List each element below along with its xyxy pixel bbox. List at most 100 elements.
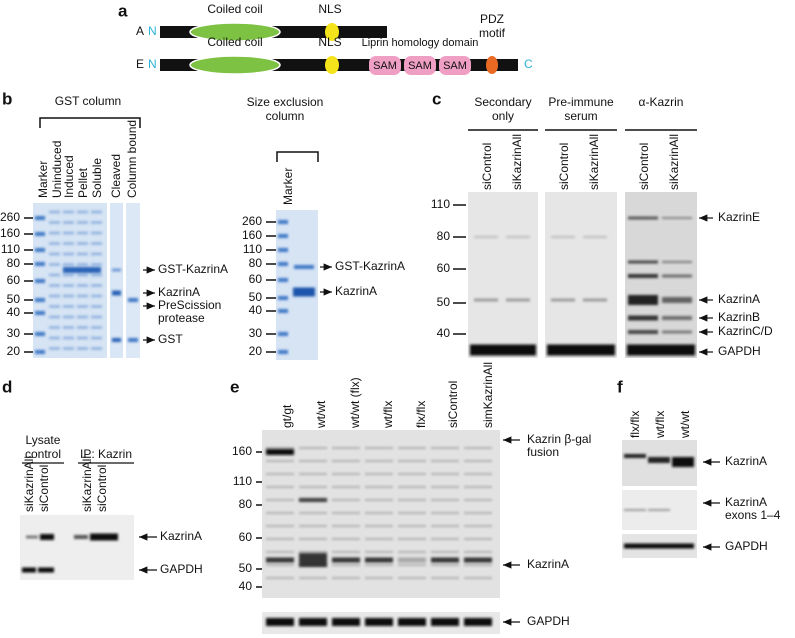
gel-band (662, 261, 692, 263)
gel-band (90, 533, 118, 541)
gel-band (464, 551, 492, 553)
gel-band (49, 347, 60, 350)
gel-band (431, 512, 459, 514)
gel-band (91, 221, 102, 224)
gel-band (628, 330, 658, 334)
gel-band (77, 305, 88, 308)
lane-label: Uninduced (50, 141, 64, 198)
gel-band (266, 551, 294, 553)
band-label: KazrinB (718, 310, 760, 324)
gel-band (49, 263, 60, 266)
bracket (39, 117, 141, 128)
mw-label: 110 (243, 242, 262, 256)
lane-label: wt/flx (653, 411, 667, 439)
mw-label: 20 (249, 344, 263, 358)
band-label: Kazrin β-gal (527, 432, 591, 446)
gel-band (506, 236, 530, 238)
band-label: KazrinA (527, 557, 569, 571)
gel-band (648, 457, 670, 463)
gel-band (332, 499, 360, 501)
gel-band (464, 499, 492, 501)
domain-label: SAM (373, 60, 397, 72)
gel-band (464, 460, 492, 462)
gel-band (431, 577, 459, 579)
gel-band (294, 265, 314, 269)
gel-band (398, 499, 426, 501)
group-title: serum (564, 109, 597, 123)
gel-band (63, 305, 74, 308)
gel-band (63, 231, 74, 235)
gel-band (91, 326, 102, 329)
band-label: KazrinA (725, 495, 767, 509)
gel-band (77, 252, 88, 256)
band-label: protease (158, 311, 205, 325)
band-label: GST (158, 332, 183, 346)
gel-band (398, 538, 426, 540)
gel-band (63, 326, 74, 329)
lane-label: siControl (95, 465, 109, 512)
gel-band (365, 473, 393, 475)
gel-band (266, 618, 294, 626)
gel-band (299, 498, 327, 502)
band-label: fusion (527, 445, 559, 459)
group-title: α-Kazrin (639, 95, 684, 109)
mw-label: 50 (239, 561, 253, 575)
gel-band (398, 447, 426, 449)
gel-band (365, 447, 393, 449)
gel-band (63, 252, 74, 256)
gel-band (332, 460, 360, 462)
gel-band (470, 344, 536, 356)
panel-label: c (432, 89, 441, 108)
gel-band (49, 284, 60, 287)
gel-band (63, 267, 101, 273)
domain-label: NLS (318, 2, 341, 16)
gel-band (299, 538, 327, 540)
gel-band (91, 347, 102, 350)
gel-band (128, 338, 138, 342)
mw-label: 160 (242, 228, 262, 242)
band-label: KazrinA (335, 284, 377, 298)
gel-band (547, 344, 615, 356)
lane-label: siKazrinAll (510, 134, 524, 190)
gel-band (648, 509, 670, 511)
gel-band (431, 564, 459, 566)
terminus: C (524, 57, 533, 71)
coiled-coil (189, 22, 281, 42)
gel-band (624, 543, 694, 549)
domain-label: Coiled coil (207, 2, 262, 16)
gel-band (299, 486, 327, 488)
gel-band (266, 449, 294, 455)
gel-band (266, 525, 294, 527)
group-title: column (266, 109, 305, 123)
gel-band (266, 486, 294, 488)
gel-band (365, 551, 393, 553)
band-label: KazrinA (718, 292, 760, 306)
lane-label: Cleaved (109, 154, 123, 198)
gel-band (299, 473, 327, 475)
gel-band (112, 268, 121, 272)
gel-band (49, 210, 60, 214)
gel-band (332, 557, 360, 563)
gel-band (63, 210, 74, 214)
sam-domain (369, 56, 401, 75)
gel-band (77, 231, 88, 235)
gel-band (672, 457, 694, 467)
gel (276, 210, 318, 360)
gel-band (77, 242, 88, 245)
gel-band (551, 236, 575, 238)
gel-band (624, 509, 646, 511)
gel-band (365, 525, 393, 527)
group-title: IP: Kazrin (80, 447, 132, 461)
panel-label: b (2, 89, 12, 108)
sam-domain (404, 56, 436, 75)
gel-band (431, 447, 459, 449)
terminus: N (148, 24, 157, 38)
gel-band (431, 499, 459, 501)
group-title: Secondary (474, 95, 531, 109)
mw-label: 60 (7, 273, 21, 287)
lane-label: wt/wt (314, 400, 328, 429)
gel-band (365, 499, 393, 501)
band-label: PreScission (158, 298, 221, 312)
gel-band (91, 210, 102, 214)
gel-band (128, 298, 138, 302)
